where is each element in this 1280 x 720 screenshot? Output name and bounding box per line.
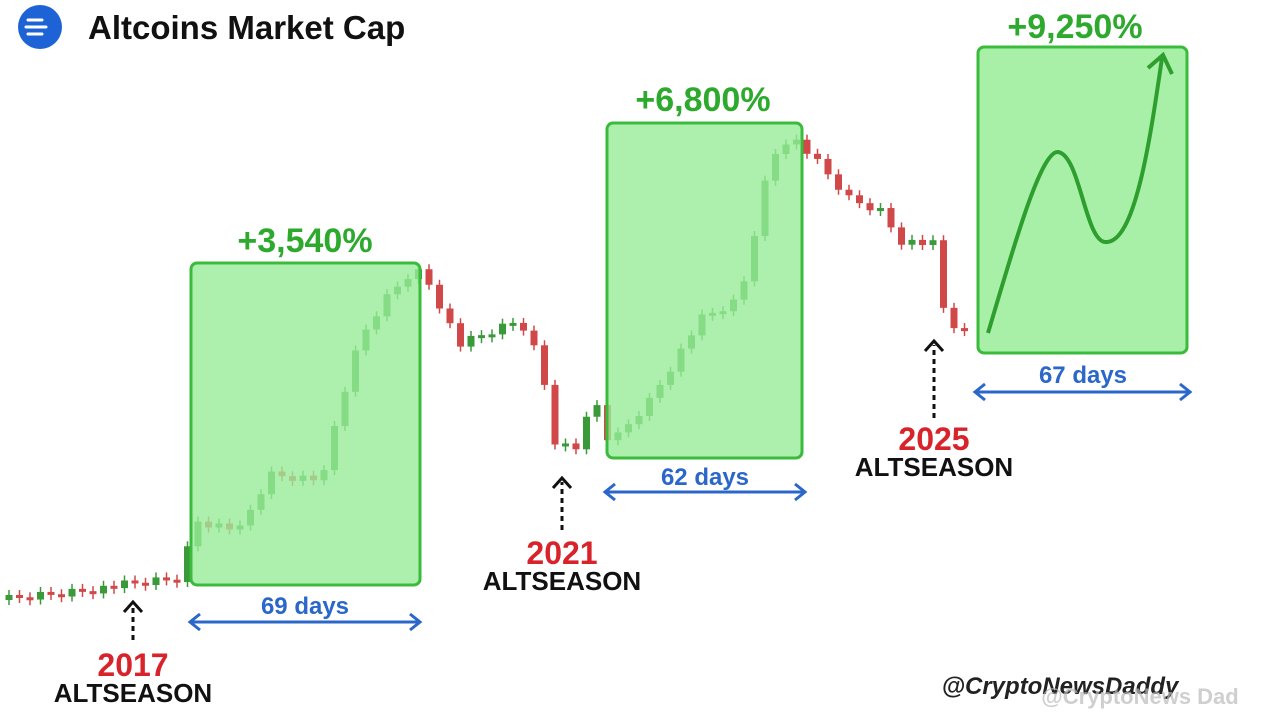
candle-body [919, 239, 926, 246]
candle-body [908, 239, 916, 245]
candle-body [142, 582, 149, 586]
candle-body [887, 208, 895, 228]
candle-body [446, 308, 454, 324]
duration-arrows [187, 382, 1193, 632]
candle-body [499, 323, 506, 335]
duration-label: 69 days [261, 593, 349, 620]
candle-body [520, 322, 527, 331]
candle-body [541, 345, 548, 385]
candle-body [940, 240, 947, 308]
projection-arrowhead [1146, 51, 1174, 75]
candle-body [436, 284, 443, 309]
candle-body [68, 588, 76, 597]
projection-curve [986, 57, 1164, 334]
candle-body [79, 588, 86, 592]
candle-body [866, 203, 874, 211]
candle-body [184, 546, 191, 582]
candle-body [58, 594, 65, 598]
candle-body [803, 139, 811, 154]
candle-body [5, 594, 13, 600]
candle-body [110, 585, 118, 589]
candle-body [593, 405, 601, 417]
candle-body [457, 323, 464, 347]
candle-body [47, 591, 55, 595]
candle-body [152, 577, 160, 586]
candle-body [100, 585, 107, 594]
candle-body [929, 240, 937, 246]
season-label: ALTSEASON [54, 678, 212, 708]
candle-body [950, 307, 958, 329]
gain-label: +6,800% [635, 81, 770, 119]
candle-body [572, 443, 580, 450]
gain-label: +3,540% [237, 222, 372, 260]
watermark: @CryptoNews Dad [1041, 684, 1238, 709]
candle-body [26, 597, 34, 601]
title: Altcoins Market Cap [88, 9, 405, 46]
candle-body [467, 335, 475, 347]
season-markers [122, 338, 945, 640]
duration-label: 67 days [1039, 362, 1127, 389]
gain-box [189, 261, 422, 587]
season-year: 2021 [526, 535, 597, 571]
candle-body [478, 335, 485, 339]
candle-body [856, 195, 863, 204]
candle-body [173, 579, 181, 583]
candle-body [562, 443, 569, 447]
candle-body [37, 591, 44, 600]
season-label: ALTSEASON [483, 566, 641, 596]
handle: @CryptoNewsDaddy [942, 673, 1180, 700]
candle-body [530, 330, 538, 346]
candle-body [551, 384, 559, 445]
duration-label: 62 days [661, 464, 749, 491]
candle-body [814, 153, 821, 159]
candle-body [89, 591, 97, 595]
candle-body [425, 269, 433, 285]
gain-box [605, 121, 804, 460]
candle-body [961, 328, 968, 332]
candle-body [16, 594, 23, 598]
candle-body [509, 322, 517, 326]
gain-label: +9,250% [1007, 8, 1142, 46]
candle-body [845, 189, 853, 196]
season-year: 2017 [97, 647, 168, 683]
season-year: 2025 [898, 421, 969, 457]
candle-body [121, 580, 128, 589]
candle-body [583, 416, 590, 450]
candle-body [824, 158, 832, 175]
candle-body [835, 174, 842, 190]
candle-body [131, 580, 139, 584]
candle-body [877, 208, 884, 212]
candle-body [898, 227, 905, 245]
candle-body [488, 334, 496, 338]
logo-mark [24, 18, 48, 36]
candle-body [163, 577, 170, 581]
season-label: ALTSEASON [855, 452, 1013, 482]
